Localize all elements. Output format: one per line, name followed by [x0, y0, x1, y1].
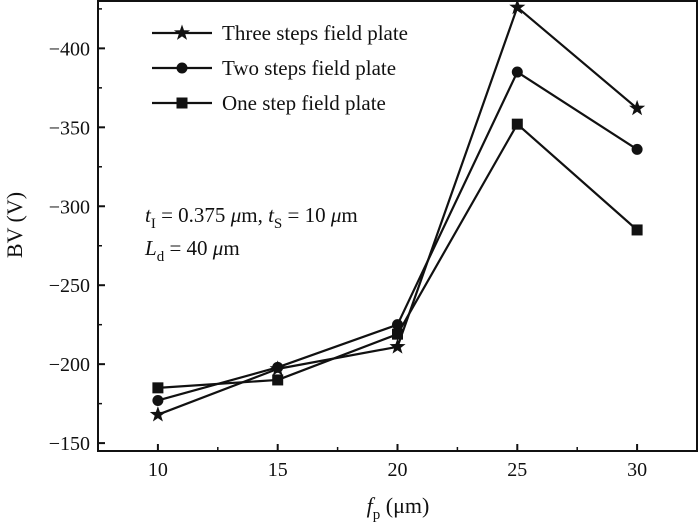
annotation-line-2: Ld = 40 μm	[144, 236, 240, 265]
data-point	[149, 406, 166, 422]
data-point	[631, 224, 643, 236]
legend-item: One step field plate	[152, 91, 386, 115]
y-tick-label: −400	[49, 38, 90, 60]
data-point	[511, 118, 523, 130]
annotation-part: S	[274, 216, 282, 232]
annotation-part: L	[144, 236, 157, 260]
x-axis-title-sub: p	[373, 507, 381, 523]
data-point	[392, 328, 403, 340]
legend: Three steps field plate Two steps field p…	[152, 21, 408, 115]
x-tick-label: 10	[148, 459, 168, 481]
data-point	[631, 143, 643, 155]
legend-marker	[176, 62, 188, 74]
annotation-part: t	[268, 203, 275, 227]
annotation-part: m	[223, 236, 239, 260]
legend-label: Two steps field plate	[222, 56, 396, 80]
data-point	[509, 0, 526, 15]
annotation-part: = 0.375	[156, 203, 231, 227]
annotation-part: μ	[330, 203, 342, 227]
annotation-part: d	[157, 249, 165, 265]
y-tick-label: −250	[49, 275, 90, 297]
data-point	[511, 66, 523, 78]
annotation-part: = 10	[282, 203, 331, 227]
annotation-part: = 40	[164, 236, 213, 260]
y-axis-title: BV (V)	[2, 192, 27, 258]
data-point	[272, 361, 284, 373]
y-tick-label: −200	[49, 354, 90, 376]
ticks-layer: 10 15 20 25 30 −150 −200 −250 −300 −350 −400	[49, 8, 647, 481]
annotation-part: μ	[230, 203, 242, 227]
x-axis-title-var: f	[367, 493, 376, 518]
legend-label: One step field plate	[222, 91, 386, 115]
x-tick-label: 30	[627, 459, 647, 481]
x-tick-label: 25	[507, 459, 527, 481]
legend-marker	[173, 24, 191, 40]
x-axis-title-unit: (μm)	[380, 493, 429, 518]
data-point	[272, 374, 284, 386]
data-point	[629, 99, 646, 116]
legend-item: Three steps field plate	[152, 21, 408, 45]
legend-item: Two steps field plate	[152, 56, 396, 80]
x-axis-title: fp (μm)	[367, 493, 430, 523]
y-tick-label: −350	[49, 117, 90, 139]
series-circle	[152, 66, 643, 406]
x-tick-label: 20	[388, 459, 408, 481]
legend-label: Three steps field plate	[222, 21, 408, 45]
x-tick-label: 15	[268, 459, 288, 481]
legend-marker	[176, 97, 188, 109]
series-square	[152, 118, 643, 394]
annotation-part: I	[151, 216, 156, 232]
data-point	[152, 382, 164, 394]
annotation-part: m,	[241, 203, 268, 227]
data-point	[152, 394, 164, 406]
data-point	[389, 338, 406, 354]
annotation-part: m	[341, 203, 357, 227]
y-tick-label: −300	[49, 196, 90, 218]
annotation-line-1: tI = 0.375 μm, tS = 10 μm	[145, 203, 358, 232]
series-layer	[149, 0, 646, 422]
annotation-part: μ	[212, 236, 224, 260]
annotation-part: t	[145, 203, 152, 227]
y-tick-label: −150	[49, 433, 90, 455]
